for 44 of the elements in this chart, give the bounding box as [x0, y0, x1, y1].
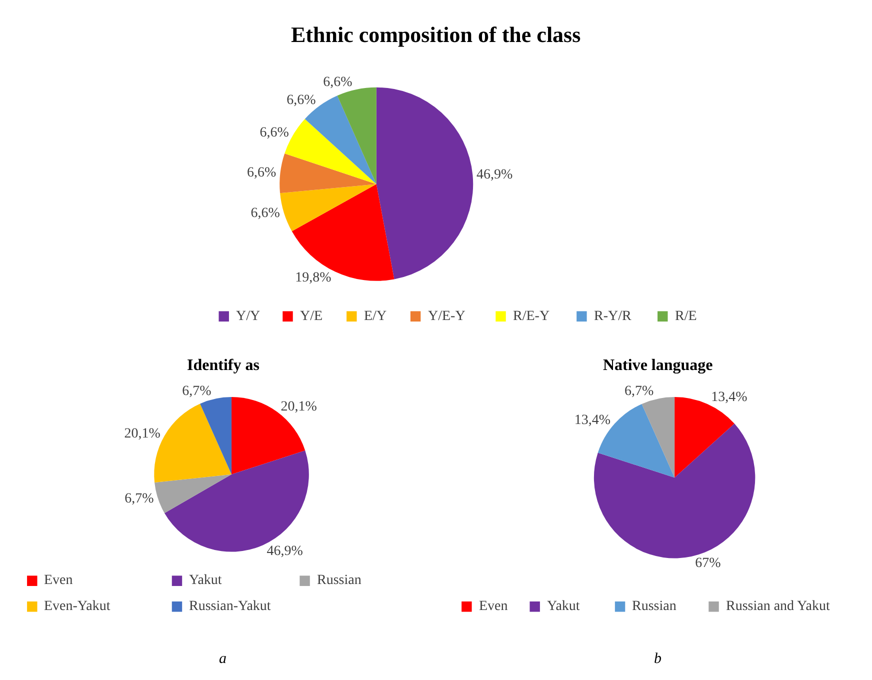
data-label: 46,9% — [266, 544, 304, 559]
pie-slice — [200, 397, 232, 474]
legend-label: Even — [44, 573, 73, 588]
legend-label: R-Y/R — [594, 309, 632, 324]
data-label: 67% — [695, 556, 722, 572]
data-label: 20,1% — [124, 426, 161, 442]
legend-label: Y/E — [300, 309, 323, 324]
pie-slice — [280, 153, 376, 194]
text: b — [654, 651, 662, 667]
text: a — [219, 651, 226, 667]
legend-label: Yakut — [189, 573, 222, 588]
data-label: 46,9% — [476, 168, 513, 183]
data-label: 6,6% — [323, 74, 353, 90]
data-label: 6,6% — [247, 165, 276, 180]
data-label: 13,4% — [574, 412, 611, 428]
data-label: 6,7% — [124, 492, 154, 507]
data-label: 20,1% — [280, 399, 318, 414]
legend-label: Y/Y — [236, 309, 260, 324]
data-label: 6,6% — [286, 93, 316, 108]
legend-label: Russian — [632, 599, 676, 614]
data-label: 19,8% — [295, 270, 332, 286]
legend-label: Even-Yakut — [44, 599, 110, 614]
legend-label: Russian and Yakut — [726, 599, 830, 614]
pie-slice — [154, 474, 232, 514]
pie-slice — [337, 87, 376, 184]
chart-title: Ethnic composition of the class — [291, 22, 582, 47]
legend-label: R/E — [675, 309, 697, 324]
data-label: 6,6% — [250, 206, 280, 221]
legend-label: Even — [479, 599, 508, 614]
pie-slice — [376, 87, 474, 280]
data-label: 6,7% — [624, 384, 654, 400]
data-label: 6,7% — [182, 384, 212, 400]
data-label: 13,4% — [711, 390, 748, 406]
legend-label: Russian-Yakut — [189, 599, 271, 614]
legend-label: E/Y — [364, 309, 387, 324]
data-label: 6,6% — [260, 126, 290, 141]
legend-label: Yakut — [547, 599, 580, 614]
legend-label: Y/E-Y — [428, 309, 466, 324]
legend-label: R/E-Y — [513, 309, 550, 324]
pie-slice — [642, 397, 675, 478]
pie-slice — [280, 184, 376, 232]
legend-label: Russian — [317, 573, 362, 588]
chart-title: Identify as — [187, 357, 260, 374]
chart-title: Native language — [603, 357, 713, 374]
